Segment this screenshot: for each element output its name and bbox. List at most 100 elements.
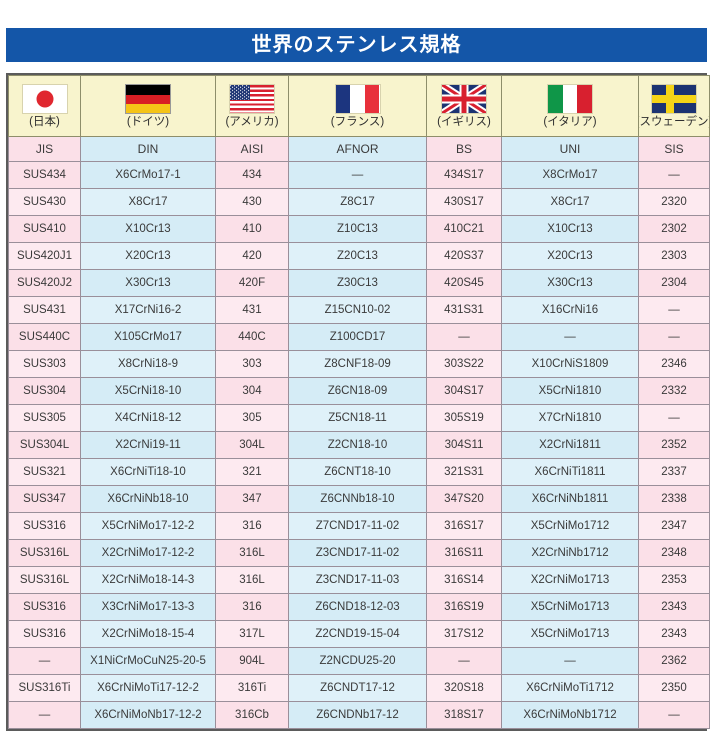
country-header-cell: (ドイツ) <box>80 75 216 137</box>
cell-jis: SUS434 <box>8 161 81 189</box>
table-row: SUS305 X4CrNi18-12 305 Z5CN18-11 305S19 X7CrN… <box>8 404 710 432</box>
cell-jis: SUS316 <box>8 512 81 540</box>
cell-bs: 320S18 <box>426 674 502 702</box>
column-header-bs: BS <box>426 136 502 162</box>
cell-bs: — <box>426 647 502 675</box>
cell-din: X20Cr13 <box>80 242 216 270</box>
cell-aisi: 431 <box>215 296 289 324</box>
country-header-cell: (イタリア) <box>501 75 639 137</box>
cell-din: X5CrNi18-10 <box>80 377 216 405</box>
cell-jis: SUS303 <box>8 350 81 378</box>
cell-din: X1NiCrMoCuN25-20-5 <box>80 647 216 675</box>
cell-jis: SUS316L <box>8 566 81 594</box>
cell-sis: — <box>638 701 710 729</box>
cell-sis: 2343 <box>638 593 710 621</box>
cell-bs: 430S17 <box>426 188 502 216</box>
japan-flag <box>21 84 68 115</box>
cell-din: X2CrNiMo18-14-3 <box>80 566 216 594</box>
cell-uni: X2CrNiMo1713 <box>501 566 639 594</box>
cell-jis: SUS321 <box>8 458 81 486</box>
cell-din: X6CrNiTi18-10 <box>80 458 216 486</box>
cell-sis: 2352 <box>638 431 710 459</box>
column-header-aisi: AISI <box>215 136 289 162</box>
cell-afnor: Z2NCDU25-20 <box>288 647 427 675</box>
cell-aisi: 434 <box>215 161 289 189</box>
cell-aisi: 316Ti <box>215 674 289 702</box>
cell-afnor: Z100CD17 <box>288 323 427 351</box>
cell-bs: 304S11 <box>426 431 502 459</box>
cell-bs: 305S19 <box>426 404 502 432</box>
cell-afnor: Z6CNDT17-12 <box>288 674 427 702</box>
cell-uni: X10CrNiS1809 <box>501 350 639 378</box>
cell-uni: X6CrNiTi1811 <box>501 458 639 486</box>
country-header-cell: (アメリカ) <box>215 75 289 137</box>
cell-aisi: 347 <box>215 485 289 513</box>
cell-afnor: Z2CND19-15-04 <box>288 620 427 648</box>
cell-uni: X5CrNiMo1713 <box>501 620 639 648</box>
cell-uni: X30Cr13 <box>501 269 639 297</box>
cell-din: X105CrMo17 <box>80 323 216 351</box>
cell-uni: X8Cr17 <box>501 188 639 216</box>
cell-din: X4CrNi18-12 <box>80 404 216 432</box>
table-row: SUS316Ti X6CrNiMoTi17-12-2 316Ti Z6CNDT17-1… <box>8 674 710 702</box>
cell-sis: — <box>638 296 710 324</box>
germany-flag <box>125 84 171 115</box>
cell-jis: SUS420J2 <box>8 269 81 297</box>
cell-uni: X10Cr13 <box>501 215 639 243</box>
cell-sis: — <box>638 323 710 351</box>
table-row: SUS430 X8Cr17 430 Z8C17 430S17 X8Cr17 2320 <box>8 188 710 216</box>
cell-jis: SUS304 <box>8 377 81 405</box>
cell-uni: X20Cr13 <box>501 242 639 270</box>
cell-uni: X6CrNiMoTi1712 <box>501 674 639 702</box>
cell-aisi: 410 <box>215 215 289 243</box>
table-row: SUS420J2 X30Cr13 420F Z30C13 420S45 X30Cr13 23… <box>8 269 710 297</box>
cell-afnor: Z3CND17-11-02 <box>288 539 427 567</box>
cell-jis: SUS347 <box>8 485 81 513</box>
cell-bs: 316S14 <box>426 566 502 594</box>
cell-din: X6CrNiMoTi17-12-2 <box>80 674 216 702</box>
cell-jis: SUS420J1 <box>8 242 81 270</box>
uk-flag <box>441 84 487 115</box>
cell-aisi: 420F <box>215 269 289 297</box>
table-row: SUS440C X105CrMo17 440C Z100CD17— — — <box>8 323 710 351</box>
cell-aisi: 321 <box>215 458 289 486</box>
cell-afnor: Z6CND18-12-03 <box>288 593 427 621</box>
cell-bs: 316S17 <box>426 512 502 540</box>
cell-uni: X6CrNiNb1811 <box>501 485 639 513</box>
cell-jis: SUS410 <box>8 215 81 243</box>
cell-sis: 2347 <box>638 512 710 540</box>
cell-uni: X8CrMo17 <box>501 161 639 189</box>
cell-din: X6CrMo17-1 <box>80 161 216 189</box>
cell-aisi: 304 <box>215 377 289 405</box>
cell-din: X10Cr13 <box>80 215 216 243</box>
cell-bs: 316S11 <box>426 539 502 567</box>
cell-din: X30Cr13 <box>80 269 216 297</box>
country-header-cell: (フランス) <box>288 75 427 137</box>
table-row: SUS431 X17CrNi16-2 431 Z15CN10-02 431S31 X16C… <box>8 296 710 324</box>
cell-jis: SUS316 <box>8 620 81 648</box>
cell-din: X6CrNiMoNb17-12-2 <box>80 701 216 729</box>
table-row: SUS410 X10Cr13 410 Z10C13 410C21 X10Cr13 2302 <box>8 215 710 243</box>
cell-sis: 2302 <box>638 215 710 243</box>
cell-aisi: 317L <box>215 620 289 648</box>
table-row: SUS303 X8CrNi18-9 303 Z8CNF18-09 303S22 X10Cr… <box>8 350 710 378</box>
cell-uni: — <box>501 323 639 351</box>
cell-din: X17CrNi16-2 <box>80 296 216 324</box>
cell-bs: 304S17 <box>426 377 502 405</box>
cell-afnor: — <box>288 161 427 189</box>
italy-flag <box>547 84 593 115</box>
cell-din: X6CrNiNb18-10 <box>80 485 216 513</box>
cell-aisi: 430 <box>215 188 289 216</box>
cell-bs: 347S20 <box>426 485 502 513</box>
page-title-banner: 世界のステンレス規格 <box>6 28 707 62</box>
cell-sis: 2303 <box>638 242 710 270</box>
cell-aisi: 316L <box>215 539 289 567</box>
cell-din: X8Cr17 <box>80 188 216 216</box>
cell-sis: 2304 <box>638 269 710 297</box>
cell-sis: 2337 <box>638 458 710 486</box>
table-row: SUS316 X3CrNiMo17-13-3 316 Z6CND18-12-03 316… <box>8 593 710 621</box>
country-label: (アメリカ) <box>225 116 279 129</box>
table-row: — X6CrNiMoNb17-12-2 316Cb Z6CNDNb17-12 318S1… <box>8 701 710 729</box>
cell-aisi: 420 <box>215 242 289 270</box>
cell-bs: 317S12 <box>426 620 502 648</box>
